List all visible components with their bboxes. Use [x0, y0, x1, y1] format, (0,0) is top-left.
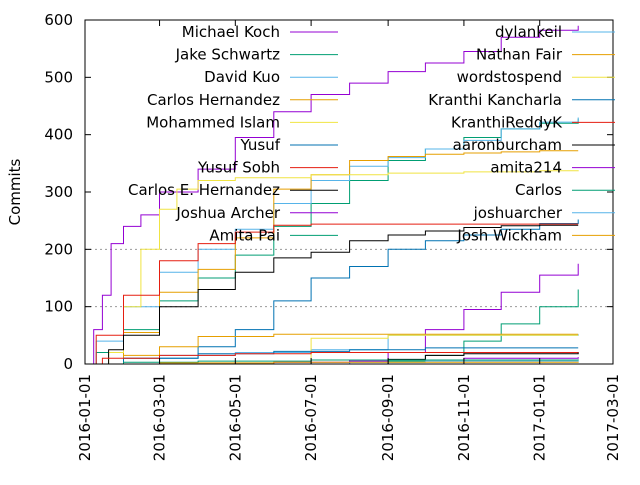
- legend-label: Nathan Fair: [476, 46, 563, 64]
- series-line-14: [85, 352, 579, 365]
- legend-label: Carlos E. Hernandez: [128, 181, 280, 199]
- series-line-17: [85, 359, 579, 365]
- legend-label: Yusuf Sobh: [197, 159, 280, 177]
- x-axis-ticks: 2016-01-01 2016-03-01 2016-05-01 2016-07-01…: [76, 20, 622, 461]
- x-tick-label: 2017-03-01: [604, 374, 622, 461]
- legend-label: Jake Schwartz: [175, 46, 281, 64]
- y-axis-ticks: 0 100 200 300 400 500 600: [44, 11, 613, 373]
- legend-label: joshuarcher: [473, 204, 563, 222]
- series-line-7: [85, 224, 579, 365]
- legend-label: Josh Wickham: [456, 226, 562, 244]
- y-tick-label: 400: [44, 126, 73, 144]
- legend-label: Amita Pai: [209, 226, 280, 244]
- legend-label: Carlos: [515, 181, 562, 199]
- legend-label: Yusuf: [239, 136, 280, 154]
- legend-label: Michael Koch: [182, 23, 280, 41]
- y-tick-label: 200: [44, 240, 73, 258]
- legend-label: Mohammed Islam: [146, 113, 280, 131]
- series-line-6: [85, 223, 579, 365]
- legend-label: aaronburcham: [453, 136, 562, 154]
- y-tick-label: 100: [44, 298, 73, 316]
- legend: Michael Koch Jake Schwartz David Kuo Carlos…: [128, 23, 615, 244]
- x-tick-label: 2016-09-01: [379, 374, 397, 461]
- legend-label: Carlos Hernandez: [147, 91, 280, 109]
- series-line-8: [85, 263, 579, 365]
- series-line-13: [85, 347, 579, 365]
- legend-label: KranthiReddyK: [451, 113, 563, 131]
- x-tick-label: 2016-01-01: [76, 374, 94, 461]
- y-tick-label: 600: [44, 11, 73, 29]
- grid-lines: [85, 248, 613, 308]
- x-tick-label: 2016-05-01: [226, 374, 244, 461]
- legend-label: dylankeil: [495, 23, 562, 41]
- legend-label: Joshua Archer: [175, 204, 280, 222]
- x-tick-label: 2016-07-01: [302, 374, 320, 461]
- x-tick-label: 2016-03-01: [151, 374, 169, 461]
- legend-label: amita214: [490, 159, 562, 177]
- x-tick-label: 2017-01-01: [531, 374, 549, 461]
- series-line-0: [85, 25, 579, 365]
- y-tick-label: 300: [44, 183, 73, 201]
- x-tick-label: 2016-11-01: [455, 374, 473, 461]
- y-tick-label: 500: [44, 68, 73, 86]
- y-tick-label: 0: [63, 355, 73, 373]
- legend-label: David Kuo: [204, 68, 280, 86]
- series-lines: [85, 25, 579, 365]
- y-axis-label: Commits: [6, 158, 24, 225]
- legend-label: Kranthi Kancharla: [428, 91, 562, 109]
- legend-label: wordstospend: [457, 68, 562, 86]
